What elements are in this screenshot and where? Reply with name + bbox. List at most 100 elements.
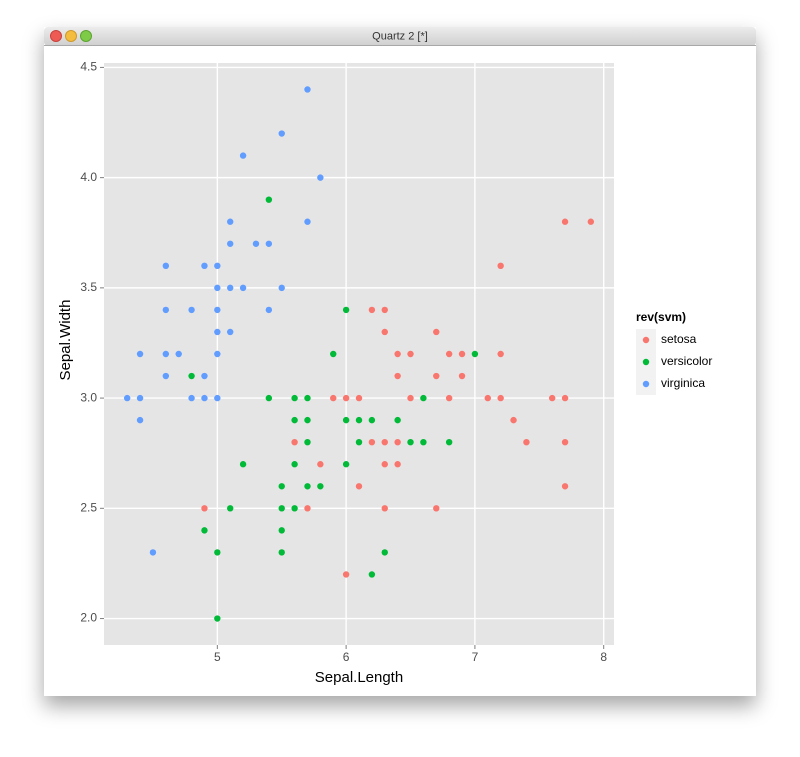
point: [330, 394, 337, 402]
point: [458, 350, 466, 358]
point: [471, 350, 479, 358]
point: [368, 438, 376, 446]
point: [381, 438, 388, 446]
point: [355, 394, 363, 402]
point: [394, 438, 401, 446]
point: [433, 505, 440, 512]
y-tick-label: 4.5: [80, 60, 97, 74]
point: [162, 372, 170, 380]
legend-marker: [642, 336, 650, 344]
point: [304, 86, 311, 93]
title-bar: [44, 27, 756, 46]
point: [214, 549, 221, 556]
point: [381, 461, 388, 468]
point: [201, 505, 208, 512]
point: [188, 372, 195, 380]
point: [497, 262, 504, 270]
axes: 2.0 2.5 3.0 3.5 4.0 4.5 5 6 7 8: [80, 60, 607, 665]
point: [394, 416, 401, 424]
plot-panel: [104, 63, 614, 645]
point: [304, 505, 311, 512]
point: [458, 372, 466, 380]
point: [227, 240, 234, 247]
zoom-button[interactable]: [80, 30, 92, 42]
point: [278, 130, 285, 137]
point: [214, 615, 221, 622]
point: [188, 306, 195, 314]
legend-label: virginica: [661, 376, 705, 390]
point: [227, 284, 234, 292]
x-tick-label: 6: [343, 650, 350, 664]
point: [407, 438, 414, 446]
y-tick-label: 2.0: [80, 611, 97, 625]
point: [291, 416, 298, 424]
point: [368, 571, 376, 578]
point: [561, 438, 569, 446]
point: [342, 306, 350, 314]
point: [355, 438, 363, 446]
close-button[interactable]: [50, 30, 62, 42]
x-tick-label: 8: [600, 650, 607, 664]
point: [252, 240, 260, 247]
point: [278, 483, 285, 490]
point: [484, 394, 491, 402]
point: [214, 262, 221, 270]
point: [239, 152, 247, 159]
point: [317, 483, 324, 490]
point: [330, 350, 337, 358]
point: [407, 394, 414, 402]
point: [497, 350, 504, 358]
point: [587, 218, 595, 225]
point: [523, 438, 530, 446]
point: [149, 549, 157, 556]
point: [239, 461, 247, 468]
minimize-button[interactable]: [65, 30, 77, 42]
legend-title: rev(svm): [636, 310, 686, 324]
point: [445, 438, 453, 446]
point: [136, 394, 144, 402]
point: [304, 438, 311, 446]
legend-label: setosa: [661, 332, 697, 346]
point: [342, 461, 350, 468]
point: [381, 505, 388, 512]
legend-label: versicolor: [661, 354, 712, 368]
point: [162, 262, 170, 270]
point: [420, 438, 427, 446]
legend: rev(svm) setosa versicolor virginica: [636, 310, 712, 395]
y-tick-label: 3.5: [80, 280, 97, 294]
x-axis-title: Sepal.Length: [315, 669, 403, 686]
point: [317, 174, 324, 181]
window-title: Quartz 2 [*]: [372, 30, 428, 42]
point: [394, 350, 401, 358]
point: [214, 328, 221, 336]
point: [201, 372, 208, 380]
legend-marker: [642, 358, 650, 366]
point: [355, 483, 363, 490]
point: [291, 438, 298, 446]
point: [368, 306, 376, 314]
point: [175, 350, 182, 358]
point: [278, 549, 285, 556]
point: [265, 306, 273, 314]
point: [342, 416, 350, 424]
point: [188, 394, 195, 402]
point: [445, 350, 453, 358]
legend-marker: [642, 380, 650, 388]
point: [265, 196, 273, 203]
point: [433, 328, 440, 336]
point: [123, 394, 131, 402]
point: [394, 372, 401, 380]
point: [201, 527, 208, 534]
point: [291, 461, 298, 468]
point: [291, 505, 298, 512]
point: [304, 416, 311, 424]
point: [381, 328, 388, 336]
point: [278, 505, 285, 512]
point: [420, 394, 427, 402]
point: [214, 306, 221, 314]
point: [304, 394, 311, 402]
y-axis-title: Sepal.Width: [57, 300, 74, 381]
point: [317, 461, 324, 468]
